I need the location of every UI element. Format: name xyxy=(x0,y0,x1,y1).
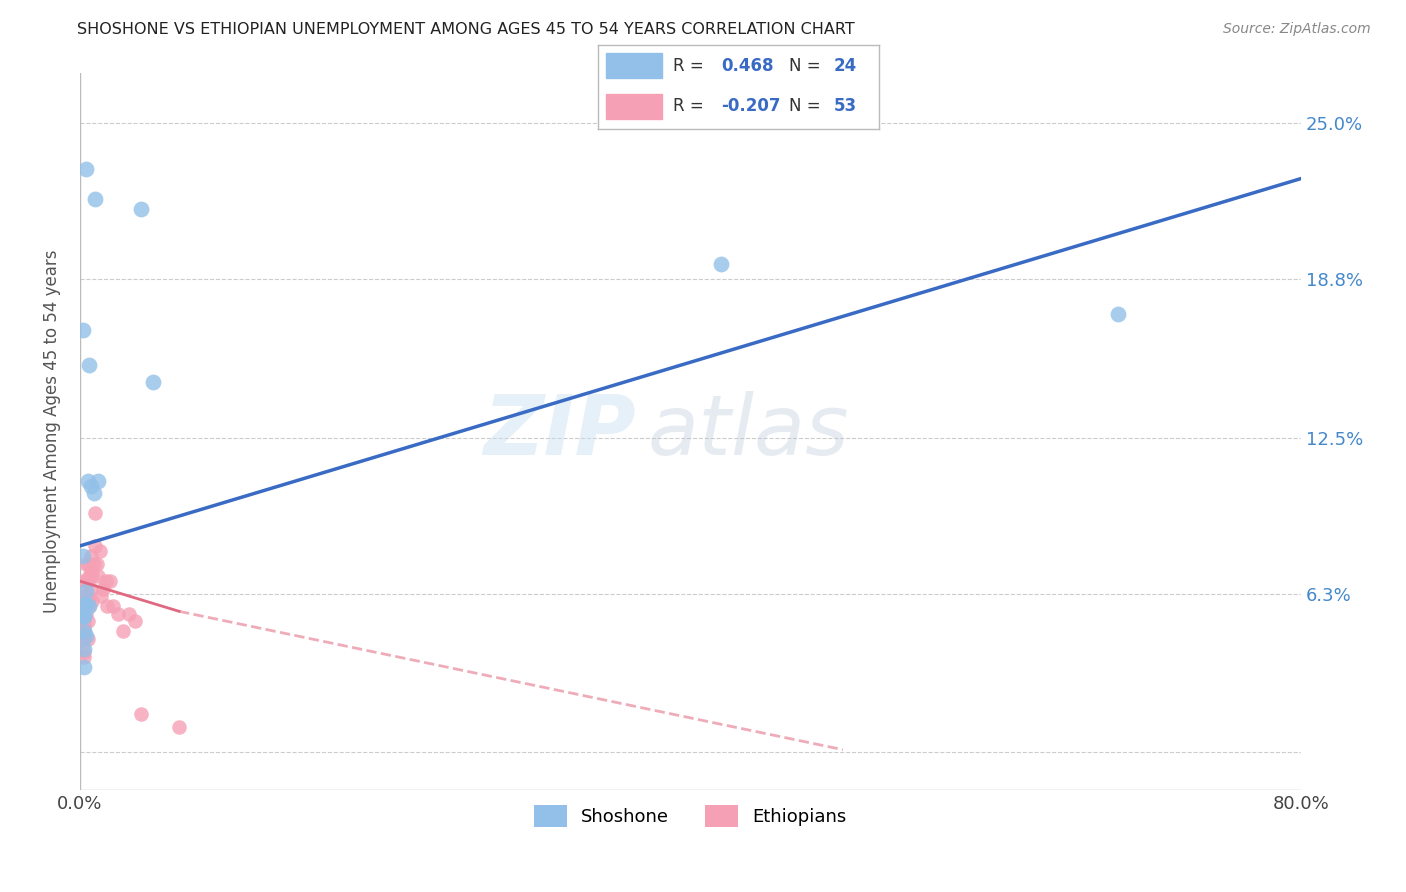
Point xyxy=(100,574,122,588)
Point xyxy=(73,649,96,664)
Point xyxy=(167,720,190,734)
Point xyxy=(96,599,118,614)
Text: atlas: atlas xyxy=(648,391,849,472)
Point xyxy=(72,589,94,603)
Point xyxy=(73,609,96,624)
Point xyxy=(75,574,97,588)
Point xyxy=(87,569,110,583)
Point xyxy=(77,569,100,583)
Text: N =: N = xyxy=(789,57,820,75)
Point xyxy=(72,574,94,588)
Point xyxy=(84,539,107,553)
Point xyxy=(73,642,96,657)
Point xyxy=(129,202,152,216)
Point xyxy=(111,624,134,639)
Y-axis label: Unemployment Among Ages 45 to 54 years: Unemployment Among Ages 45 to 54 years xyxy=(44,250,60,613)
Point xyxy=(103,599,125,614)
Text: Source: ZipAtlas.com: Source: ZipAtlas.com xyxy=(1223,22,1371,37)
Point xyxy=(1107,308,1129,322)
Point xyxy=(89,544,111,558)
Point xyxy=(79,549,101,563)
Point xyxy=(70,619,93,633)
Point xyxy=(86,557,108,571)
Point xyxy=(73,594,96,608)
Point xyxy=(73,599,96,614)
Point xyxy=(710,257,733,271)
Text: R =: R = xyxy=(673,97,704,115)
Point xyxy=(73,624,96,639)
Point xyxy=(79,478,101,492)
Point xyxy=(75,597,97,611)
Point xyxy=(73,609,96,624)
Point xyxy=(76,594,98,608)
Point xyxy=(83,557,105,571)
Point xyxy=(75,161,97,176)
Point xyxy=(73,659,96,673)
Point xyxy=(73,644,96,658)
Point xyxy=(76,615,98,629)
Point xyxy=(73,607,96,621)
Point xyxy=(72,609,94,624)
Point xyxy=(73,597,96,611)
Point xyxy=(77,358,100,372)
Point xyxy=(73,615,96,629)
Point xyxy=(77,589,100,603)
Point xyxy=(75,589,97,603)
Point xyxy=(72,322,94,336)
Text: ZIP: ZIP xyxy=(482,391,636,472)
Point xyxy=(77,599,100,614)
Point xyxy=(72,632,94,646)
Point xyxy=(79,582,101,596)
Point xyxy=(118,607,141,621)
Point xyxy=(90,589,112,603)
Point xyxy=(79,564,101,578)
Point xyxy=(73,624,96,639)
Bar xyxy=(606,54,662,78)
Point xyxy=(72,599,94,614)
Text: -0.207: -0.207 xyxy=(721,97,780,115)
Text: SHOSHONE VS ETHIOPIAN UNEMPLOYMENT AMONG AGES 45 TO 54 YEARS CORRELATION CHART: SHOSHONE VS ETHIOPIAN UNEMPLOYMENT AMONG… xyxy=(77,22,855,37)
Point xyxy=(73,632,96,646)
Point xyxy=(75,630,97,644)
Text: 53: 53 xyxy=(834,97,856,115)
Point xyxy=(84,506,107,520)
Text: 24: 24 xyxy=(834,57,858,75)
Point xyxy=(124,615,146,629)
Point xyxy=(142,376,165,390)
Point xyxy=(80,594,103,608)
Point xyxy=(75,557,97,571)
Text: 0.468: 0.468 xyxy=(721,57,773,75)
Point xyxy=(72,549,94,563)
Point xyxy=(107,607,129,621)
Point xyxy=(76,474,98,488)
Point xyxy=(94,574,117,588)
Point xyxy=(84,192,107,206)
Legend: Shoshone, Ethiopians: Shoshone, Ethiopians xyxy=(527,798,853,835)
Point xyxy=(72,615,94,629)
Point xyxy=(75,584,97,599)
Point xyxy=(83,486,105,500)
Point xyxy=(75,599,97,614)
Point xyxy=(76,632,98,646)
Bar xyxy=(606,94,662,120)
Point xyxy=(77,599,100,614)
Point xyxy=(129,707,152,722)
Point xyxy=(87,474,110,488)
Text: N =: N = xyxy=(789,97,820,115)
Point xyxy=(80,569,103,583)
Point xyxy=(76,557,98,571)
Point xyxy=(75,607,97,621)
Text: R =: R = xyxy=(673,57,704,75)
Point xyxy=(73,619,96,633)
Point xyxy=(76,574,98,588)
Point xyxy=(73,624,96,639)
Point xyxy=(70,599,93,614)
Point xyxy=(91,582,114,596)
